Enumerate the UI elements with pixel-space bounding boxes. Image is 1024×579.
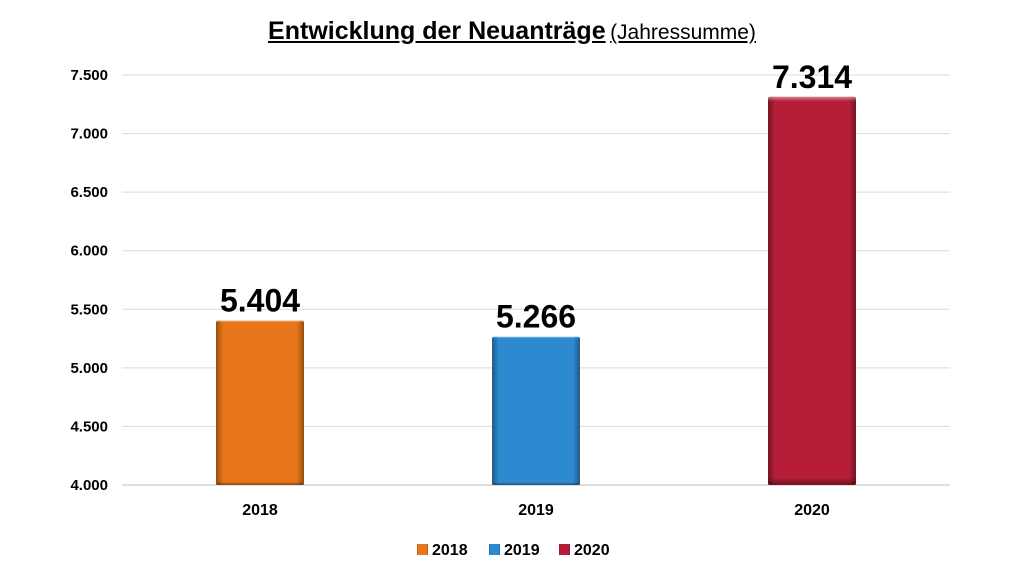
legend-swatch-shade	[489, 544, 500, 555]
x-tick-label: 2018	[242, 502, 278, 519]
bar-shade-v	[768, 96, 856, 485]
data-label: 7.314	[772, 59, 852, 95]
y-tick-label: 5.500	[70, 301, 108, 318]
y-tick-label: 5.000	[70, 360, 108, 377]
bar-shade-v	[216, 320, 304, 485]
data-label: 5.266	[496, 299, 576, 335]
y-tick-label: 7.500	[70, 67, 108, 84]
legend-swatch-shade	[559, 544, 570, 555]
legend-swatch-shade	[417, 544, 428, 555]
y-tick-label: 4.000	[70, 477, 108, 494]
legend-label: 2018	[432, 542, 468, 559]
y-tick-label: 6.000	[70, 243, 108, 260]
bar-shade-v	[492, 336, 580, 485]
chart-subtitle: (Jahressumme)	[610, 21, 756, 44]
chart-title: Entwicklung der Neuanträge (Jahressumme)	[0, 17, 1024, 46]
legend-label: 2019	[504, 542, 540, 559]
chart-title-main: Entwicklung der Neuanträge	[268, 17, 606, 45]
y-tick-label: 6.500	[70, 184, 108, 201]
data-label: 5.404	[220, 283, 300, 319]
y-tick-label: 4.500	[70, 418, 108, 435]
y-tick-label: 7.000	[70, 126, 108, 143]
x-tick-label: 2019	[518, 502, 554, 519]
legend-label: 2020	[574, 542, 610, 559]
x-tick-label: 2020	[794, 502, 830, 519]
